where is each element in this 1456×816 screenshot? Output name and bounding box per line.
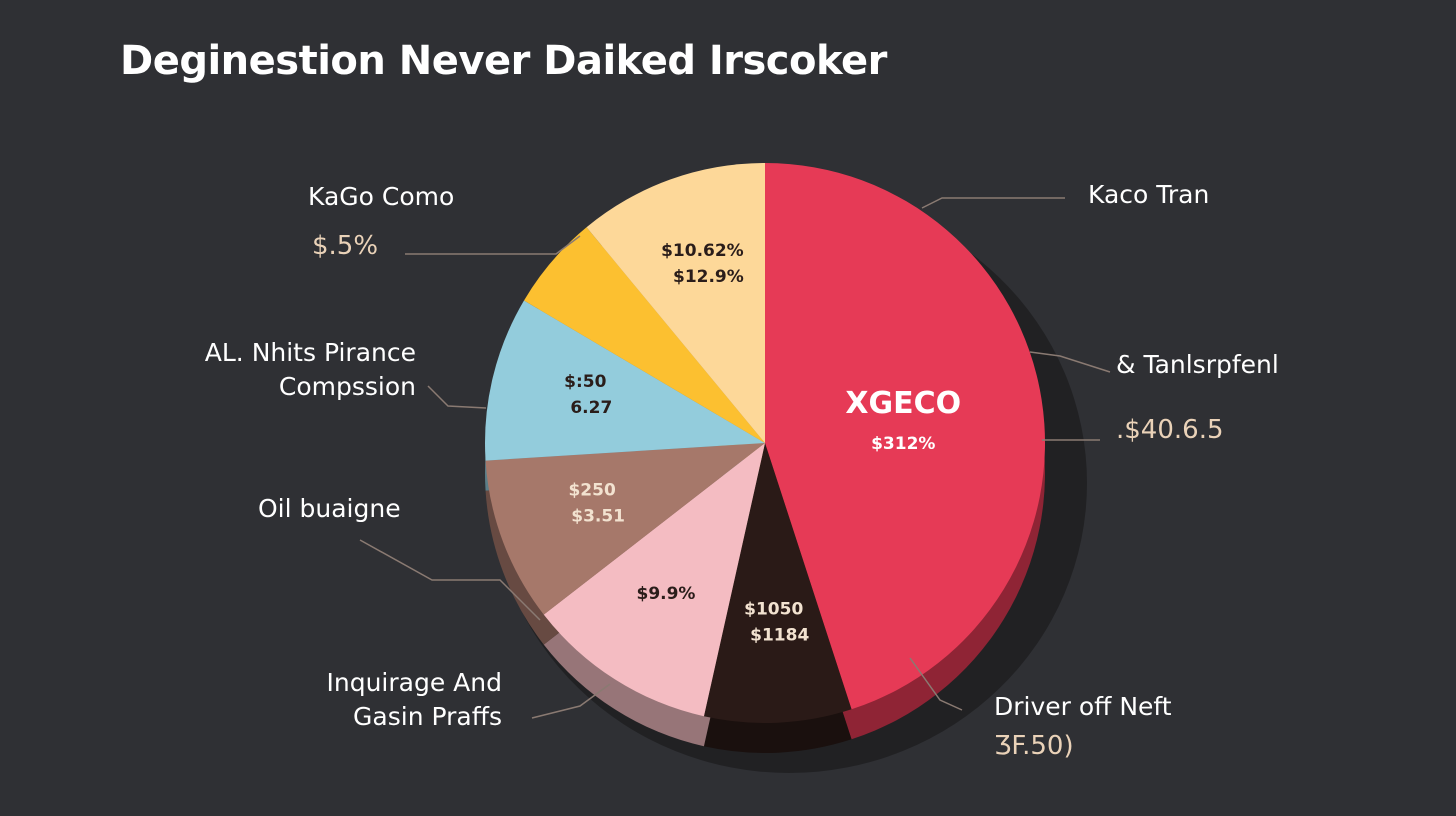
leader-line-0 <box>405 235 581 255</box>
pie-slice-kago-como-5 <box>523 227 765 443</box>
leader-line-2 <box>359 539 541 621</box>
slice-label-kaco-tran-0-0: XGECO <box>845 386 961 421</box>
label-driver-off-neft: Driver off Neft <box>994 692 1172 721</box>
slice-label-kaco-tran-0-1: $312% <box>871 434 935 454</box>
slice-label-inquirage-and-gasin-praffs-2-0: $9.9% <box>636 584 695 604</box>
label-inquirage: Inquirage And Gasin Praffs <box>326 668 503 731</box>
slice-label-driver-off-neft-1-0: $1050 <box>744 600 803 620</box>
pie-slice-inquirage-and-gasin-praffs-2 <box>543 443 765 717</box>
slice-label-oil-buaigne-3-0: $250 <box>568 480 615 500</box>
label-al-nhits: AL. Nhits Pirance Compssion <box>204 338 416 401</box>
leader-line-1 <box>427 385 487 409</box>
leader-line-4 <box>921 197 1065 209</box>
slice-label-oil-buaigne-3-1: $3.51 <box>571 506 625 526</box>
leader-line-5 <box>1029 351 1111 373</box>
label-kaco-tran: Kaco Tran <box>1088 180 1210 209</box>
pie-slice-driver-off-neft-1 <box>703 443 852 724</box>
label-tanlsrpfenl: & Tanlsrpfenl <box>1116 350 1279 379</box>
slice-label-al-nhits-pirance-compssion-4-0: $:50 <box>564 372 606 392</box>
pie-slice-slice-6 <box>586 163 765 443</box>
leader-line-7 <box>909 657 963 711</box>
slice-label-slice-6-0: $10.62% <box>661 241 744 261</box>
label-kago-como: KaGo Como <box>308 182 455 211</box>
pie-slice-kaco-tran-0 <box>765 163 1046 710</box>
chart-title: Deginestion Never Daiked Irscoker <box>120 38 887 84</box>
slice-label-al-nhits-pirance-compssion-4-1: 6.27 <box>570 398 612 418</box>
pie-slice-al-nhits-pirance-compssion-4 <box>485 300 765 461</box>
value-kago-como: $.5% <box>312 231 379 261</box>
slice-label-slice-6-1: $12.9% <box>673 267 744 287</box>
leader-line-3 <box>531 683 611 719</box>
pie-inner-labels: XGECO $312% $1050 $1184 $9.9% $250 $3.51 $:50 6.… <box>564 241 961 645</box>
leader-lines <box>359 197 1111 719</box>
label-oil-buaigne: Oil buaigne <box>258 494 401 523</box>
pie-slice-oil-buaigne-3 <box>485 443 765 615</box>
value-driver-off-neft: ƷF.50) <box>994 731 1074 761</box>
value-tanlsrpfenl: .$40.6.5 <box>1116 415 1224 445</box>
pie-slices <box>485 163 1046 724</box>
slice-label-driver-off-neft-1-1: $1184 <box>750 626 809 646</box>
